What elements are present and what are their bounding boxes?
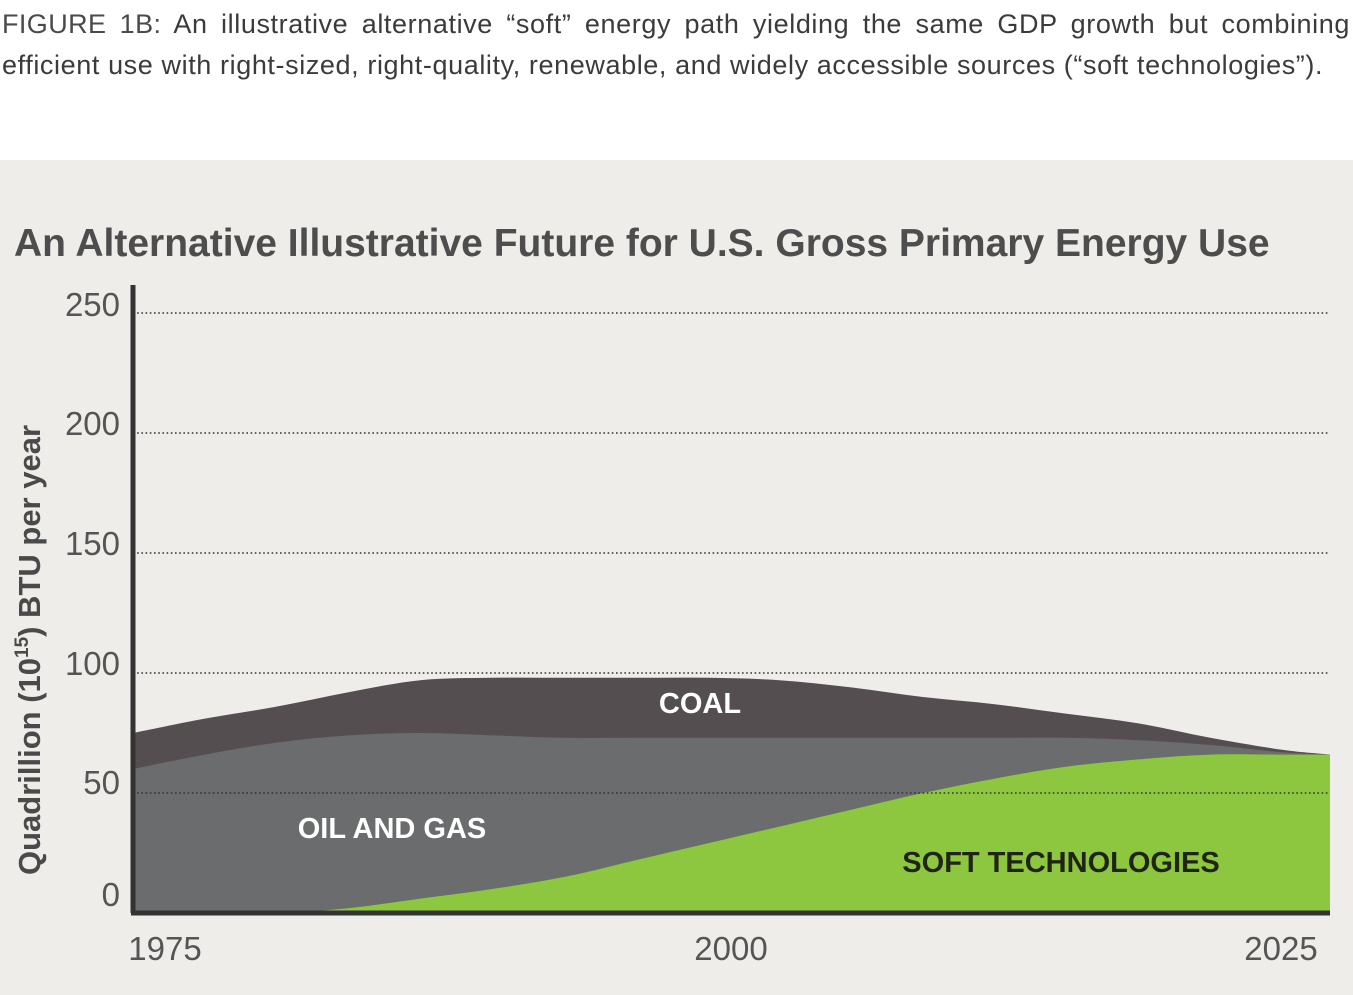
area-soft-technologies (133, 754, 1330, 914)
series-label-coal: COAL (659, 688, 741, 720)
area-chart: An Alternative Illustrative Future for U… (12, 222, 1330, 967)
x-tick-label-2000: 2000 (694, 930, 767, 967)
y-tick-label-100: 100 (65, 645, 120, 682)
chart-title: An Alternative Illustrative Future for U… (14, 222, 1270, 265)
figure-caption-text: An illustrative alternative “soft” energ… (2, 9, 1350, 80)
figure-caption: FIGURE 1B: An illustrative alternative “… (2, 4, 1350, 86)
y-tick-label-200: 200 (65, 405, 120, 442)
y-tick-label-250: 250 (65, 286, 120, 323)
figure-label: FIGURE 1B: (2, 9, 162, 39)
series-label-soft-technologies: SOFT TECHNOLOGIES (902, 847, 1219, 879)
y-axis-label-superscript: 15 (12, 636, 33, 658)
y-tick-label-50: 50 (83, 764, 120, 801)
y-axis-label-after: ) BTU per year (12, 425, 47, 637)
chart-panel: An Alternative Illustrative Future for U… (0, 160, 1353, 995)
plot-area: 0 50 100 150 200 250 1975 2000 2025 SOFT TECHNOLO… (65, 285, 1330, 967)
y-axis-label-before: Quadrillion (10 (12, 658, 47, 875)
series-label-oil-and-gas: OIL AND GAS (298, 813, 487, 845)
y-tick-label-0: 0 (102, 876, 120, 913)
x-tick-label-2025: 2025 (1244, 930, 1317, 967)
y-tick-label-150: 150 (65, 525, 120, 562)
x-tick-label-1975: 1975 (128, 930, 201, 967)
y-axis-label: Quadrillion (1015) BTU per year (12, 425, 47, 875)
